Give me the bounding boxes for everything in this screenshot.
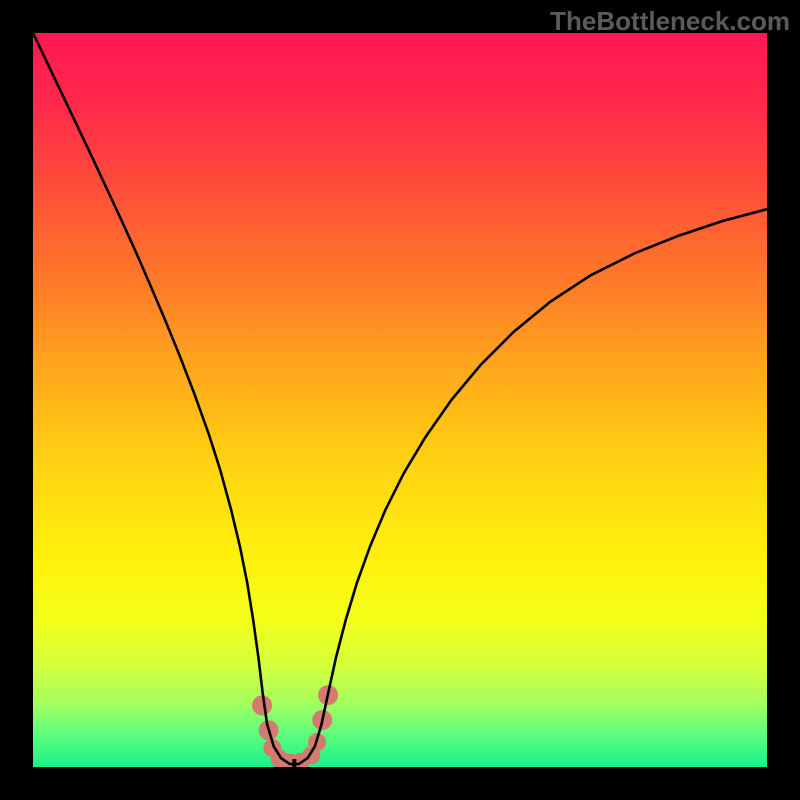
watermark-text: TheBottleneck.com	[550, 6, 790, 37]
chart-frame: TheBottleneck.com	[0, 0, 800, 800]
curve-marker	[252, 695, 272, 715]
chart-svg	[0, 0, 800, 800]
plot-gradient-background	[33, 33, 767, 767]
